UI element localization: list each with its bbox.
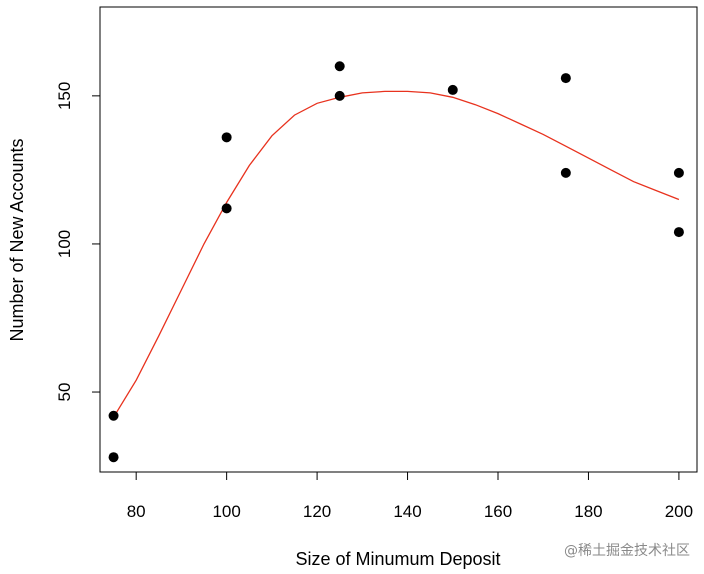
y-tick-label: 100: [55, 230, 74, 258]
data-point: [108, 410, 119, 421]
data-point: [673, 227, 684, 238]
data-point: [673, 167, 684, 178]
data-point: [334, 61, 345, 72]
x-tick-label: 180: [574, 502, 602, 521]
watermark-text: @稀土掘金技术社区: [564, 543, 690, 559]
y-axis: 50 100 150: [55, 82, 101, 402]
x-axis: 80 100 120 140 160 180 200: [127, 471, 693, 521]
data-points: [108, 61, 684, 463]
data-point: [447, 84, 458, 95]
y-tick-label: 150: [55, 82, 74, 110]
fitted-curve: [113, 90, 680, 418]
plot-frame: [99, 6, 698, 473]
x-tick-label: 200: [665, 502, 693, 521]
data-point: [108, 452, 119, 463]
x-tick-label: 160: [484, 502, 512, 521]
x-axis-title: Size of Minumum Deposit: [295, 549, 500, 569]
x-tick-label: 140: [393, 502, 421, 521]
x-tick-label: 80: [127, 502, 146, 521]
y-tick-label: 50: [55, 383, 74, 402]
data-point: [560, 167, 571, 178]
y-axis-title: Number of New Accounts: [7, 138, 27, 341]
data-point: [221, 203, 232, 214]
data-point: [560, 73, 571, 84]
x-tick-label: 120: [303, 502, 331, 521]
x-tick-label: 100: [212, 502, 240, 521]
data-point: [221, 132, 232, 143]
data-point: [334, 90, 345, 101]
